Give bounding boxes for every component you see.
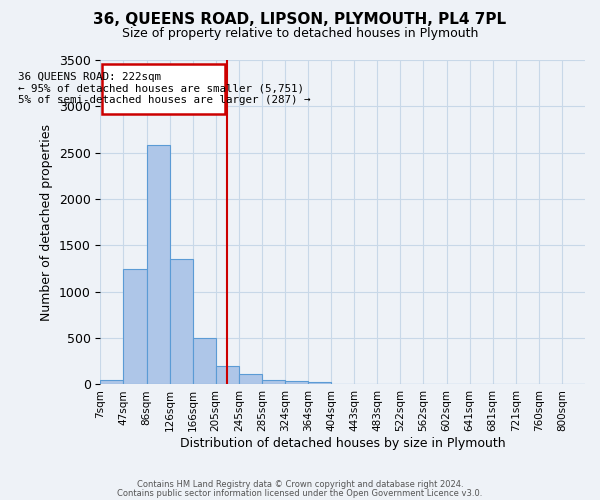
Bar xyxy=(262,380,285,384)
Bar xyxy=(100,380,124,384)
Bar xyxy=(170,260,193,384)
Bar xyxy=(285,381,308,384)
X-axis label: Distribution of detached houses by size in Plymouth: Distribution of detached houses by size … xyxy=(180,437,505,450)
Bar xyxy=(216,366,239,384)
Y-axis label: Number of detached properties: Number of detached properties xyxy=(40,124,53,320)
Text: 36 QUEENS ROAD: 222sqm
← 95% of detached houses are smaller (5,751)
5% of semi-d: 36 QUEENS ROAD: 222sqm ← 95% of detached… xyxy=(17,72,310,106)
Text: Size of property relative to detached houses in Plymouth: Size of property relative to detached ho… xyxy=(122,28,478,40)
Text: Contains HM Land Registry data © Crown copyright and database right 2024.: Contains HM Land Registry data © Crown c… xyxy=(137,480,463,489)
Bar xyxy=(146,146,170,384)
Text: Contains public sector information licensed under the Open Government Licence v3: Contains public sector information licen… xyxy=(118,488,482,498)
Text: 36, QUEENS ROAD, LIPSON, PLYMOUTH, PL4 7PL: 36, QUEENS ROAD, LIPSON, PLYMOUTH, PL4 7… xyxy=(94,12,506,28)
FancyBboxPatch shape xyxy=(102,64,226,114)
Bar xyxy=(239,374,262,384)
Bar xyxy=(193,338,216,384)
Bar xyxy=(124,268,146,384)
Bar xyxy=(308,382,331,384)
